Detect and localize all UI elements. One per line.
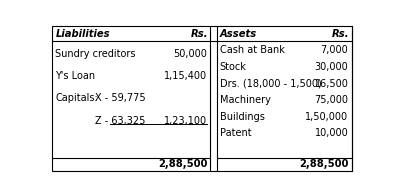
Text: 50,000: 50,000 (173, 49, 207, 59)
Text: X - 59,775: X - 59,775 (95, 93, 146, 103)
Text: Rs.: Rs. (191, 29, 208, 39)
Text: 2,88,500: 2,88,500 (158, 159, 207, 169)
Text: 7,000: 7,000 (321, 45, 348, 55)
Text: Stock: Stock (220, 62, 247, 72)
Text: Drs. (18,000 - 1,500): Drs. (18,000 - 1,500) (220, 79, 322, 89)
Text: Cash at Bank: Cash at Bank (220, 45, 284, 55)
Text: Capitals:: Capitals: (56, 93, 98, 103)
Text: Rs.: Rs. (332, 29, 349, 39)
Text: Sundry creditors: Sundry creditors (56, 49, 136, 59)
Text: Buildings: Buildings (220, 112, 265, 122)
Text: Z - 63,325: Z - 63,325 (95, 116, 145, 126)
Text: Assets: Assets (220, 29, 257, 39)
Text: 75,000: 75,000 (314, 95, 348, 105)
Text: 30,000: 30,000 (315, 62, 348, 72)
Text: 1,15,400: 1,15,400 (164, 71, 207, 81)
Text: 10,000: 10,000 (315, 128, 348, 138)
Text: Liabilities: Liabilities (56, 29, 110, 39)
Text: Machinery: Machinery (220, 95, 271, 105)
Text: 1,23,100: 1,23,100 (164, 116, 207, 126)
Text: Y's Loan: Y's Loan (56, 71, 96, 81)
Text: Patent: Patent (220, 128, 251, 138)
Text: 1,50,000: 1,50,000 (305, 112, 348, 122)
Text: 16,500: 16,500 (314, 79, 348, 89)
Text: 2,88,500: 2,88,500 (299, 159, 348, 169)
